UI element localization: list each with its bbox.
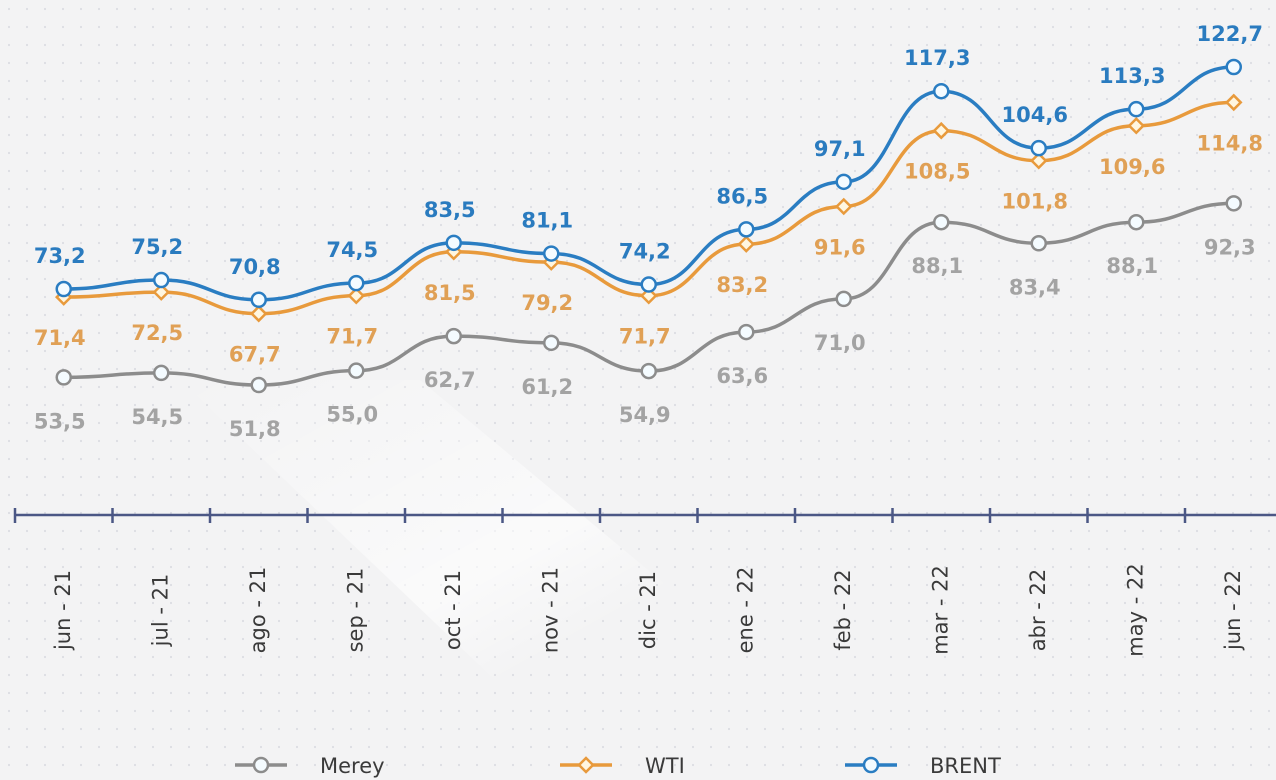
x-tick-label: jun - 22 bbox=[1221, 570, 1245, 651]
data-label: 63,6 bbox=[716, 364, 768, 388]
data-point bbox=[737, 235, 756, 253]
data-label: 117,3 bbox=[904, 46, 970, 70]
data-label: 71,7 bbox=[326, 325, 378, 349]
data-point bbox=[932, 121, 951, 140]
data-point bbox=[445, 234, 462, 252]
data-label: 83,4 bbox=[1009, 275, 1061, 299]
data-point bbox=[1128, 213, 1145, 231]
data-label: 62,7 bbox=[424, 368, 476, 392]
x-tick-label: may - 22 bbox=[1123, 563, 1147, 656]
data-label: 83,2 bbox=[716, 273, 768, 297]
data-label: 71,7 bbox=[619, 325, 671, 349]
data-point bbox=[1030, 235, 1047, 252]
data-label: 67,7 bbox=[229, 343, 281, 367]
data-label: 97,1 bbox=[814, 137, 866, 161]
x-tick-label: sep - 21 bbox=[343, 568, 367, 653]
data-label: 88,1 bbox=[1106, 254, 1158, 278]
data-label: 54,5 bbox=[131, 405, 183, 429]
data-point bbox=[1030, 139, 1047, 157]
data-label: 53,5 bbox=[34, 409, 86, 433]
data-point bbox=[738, 221, 755, 238]
data-label: 61,2 bbox=[521, 375, 573, 399]
data-label: 114,8 bbox=[1197, 131, 1263, 155]
data-point bbox=[250, 291, 267, 309]
data-point bbox=[250, 376, 267, 394]
data-label: 73,2 bbox=[34, 244, 86, 268]
data-point bbox=[1128, 100, 1145, 118]
legend-marker bbox=[252, 756, 270, 774]
data-point bbox=[933, 82, 950, 100]
data-label: 71,0 bbox=[814, 331, 866, 355]
data-point bbox=[152, 283, 171, 301]
data-label: 122,7 bbox=[1197, 22, 1263, 46]
data-point bbox=[1127, 116, 1146, 135]
data-label: 108,5 bbox=[904, 160, 970, 184]
data-label: 109,6 bbox=[1099, 155, 1165, 179]
legend-label: Merey bbox=[320, 754, 385, 778]
data-point bbox=[348, 362, 365, 379]
data-label: 101,8 bbox=[1002, 190, 1068, 214]
data-label: 81,5 bbox=[424, 281, 476, 305]
data-label: 113,3 bbox=[1099, 64, 1165, 88]
data-label: 83,5 bbox=[424, 198, 476, 222]
x-tick-label: abr - 22 bbox=[1026, 569, 1050, 651]
data-point bbox=[348, 274, 365, 292]
legend-marker bbox=[577, 756, 595, 774]
data-point bbox=[1029, 151, 1048, 170]
data-label: 55,0 bbox=[326, 403, 378, 427]
data-point bbox=[640, 362, 657, 380]
data-point bbox=[639, 286, 658, 305]
data-label: 51,8 bbox=[229, 417, 281, 441]
data-label: 104,6 bbox=[1002, 103, 1068, 127]
data-point bbox=[835, 290, 852, 308]
data-point bbox=[1225, 195, 1242, 212]
data-label: 91,6 bbox=[814, 235, 866, 259]
data-point bbox=[1224, 93, 1243, 112]
data-label: 54,9 bbox=[619, 403, 671, 427]
data-label: 70,8 bbox=[229, 255, 281, 279]
data-label: 86,5 bbox=[716, 184, 768, 208]
legend-label: WTI bbox=[645, 754, 685, 778]
x-axis: jun - 21 jul - 21 ago - 21 sep - 21 oct - 21… bbox=[13, 508, 1276, 657]
data-point bbox=[640, 276, 657, 293]
plot: 53,5 54,5 51,8 55,0 62,7 61,2 54,9 63,6 71,0 88,1… bbox=[34, 22, 1263, 441]
data-point bbox=[347, 286, 366, 305]
data-label: 74,5 bbox=[326, 238, 378, 262]
x-tick-label: oct - 21 bbox=[441, 570, 465, 650]
data-point bbox=[543, 245, 560, 262]
data-point bbox=[738, 323, 755, 341]
data-label: 72,5 bbox=[131, 321, 183, 345]
data-label: 81,1 bbox=[521, 209, 573, 233]
x-tick-label: nov - 21 bbox=[538, 567, 562, 653]
data-point bbox=[1225, 58, 1242, 76]
data-point bbox=[55, 369, 72, 386]
data-point bbox=[249, 304, 268, 323]
x-tick-label: jun - 21 bbox=[51, 570, 75, 651]
x-tick-label: mar - 22 bbox=[928, 565, 952, 655]
background-sheen bbox=[180, 380, 900, 780]
legend-label: BRENT bbox=[930, 754, 1001, 778]
data-point bbox=[153, 271, 170, 289]
data-point bbox=[153, 364, 170, 382]
data-label: 88,1 bbox=[911, 254, 963, 278]
x-tick-label: feb - 22 bbox=[831, 569, 855, 650]
data-label: 74,2 bbox=[619, 240, 671, 264]
legend: Merey WTI BRENT bbox=[235, 754, 1001, 778]
data-label: 92,3 bbox=[1204, 235, 1256, 259]
data-point bbox=[933, 213, 950, 231]
data-point bbox=[543, 334, 560, 352]
x-tick-label: dic - 21 bbox=[636, 571, 660, 649]
data-point bbox=[834, 197, 853, 216]
x-tick-label: jul - 21 bbox=[148, 574, 172, 648]
x-tick-label: ago - 21 bbox=[246, 567, 270, 654]
data-label: 71,4 bbox=[34, 326, 86, 350]
legend-marker bbox=[862, 756, 880, 774]
data-point bbox=[835, 173, 852, 191]
x-tick-label: ene - 22 bbox=[733, 567, 757, 654]
data-point bbox=[445, 327, 462, 345]
data-label: 79,2 bbox=[521, 291, 573, 315]
data-point bbox=[55, 280, 72, 298]
data-label: 75,2 bbox=[131, 235, 183, 259]
